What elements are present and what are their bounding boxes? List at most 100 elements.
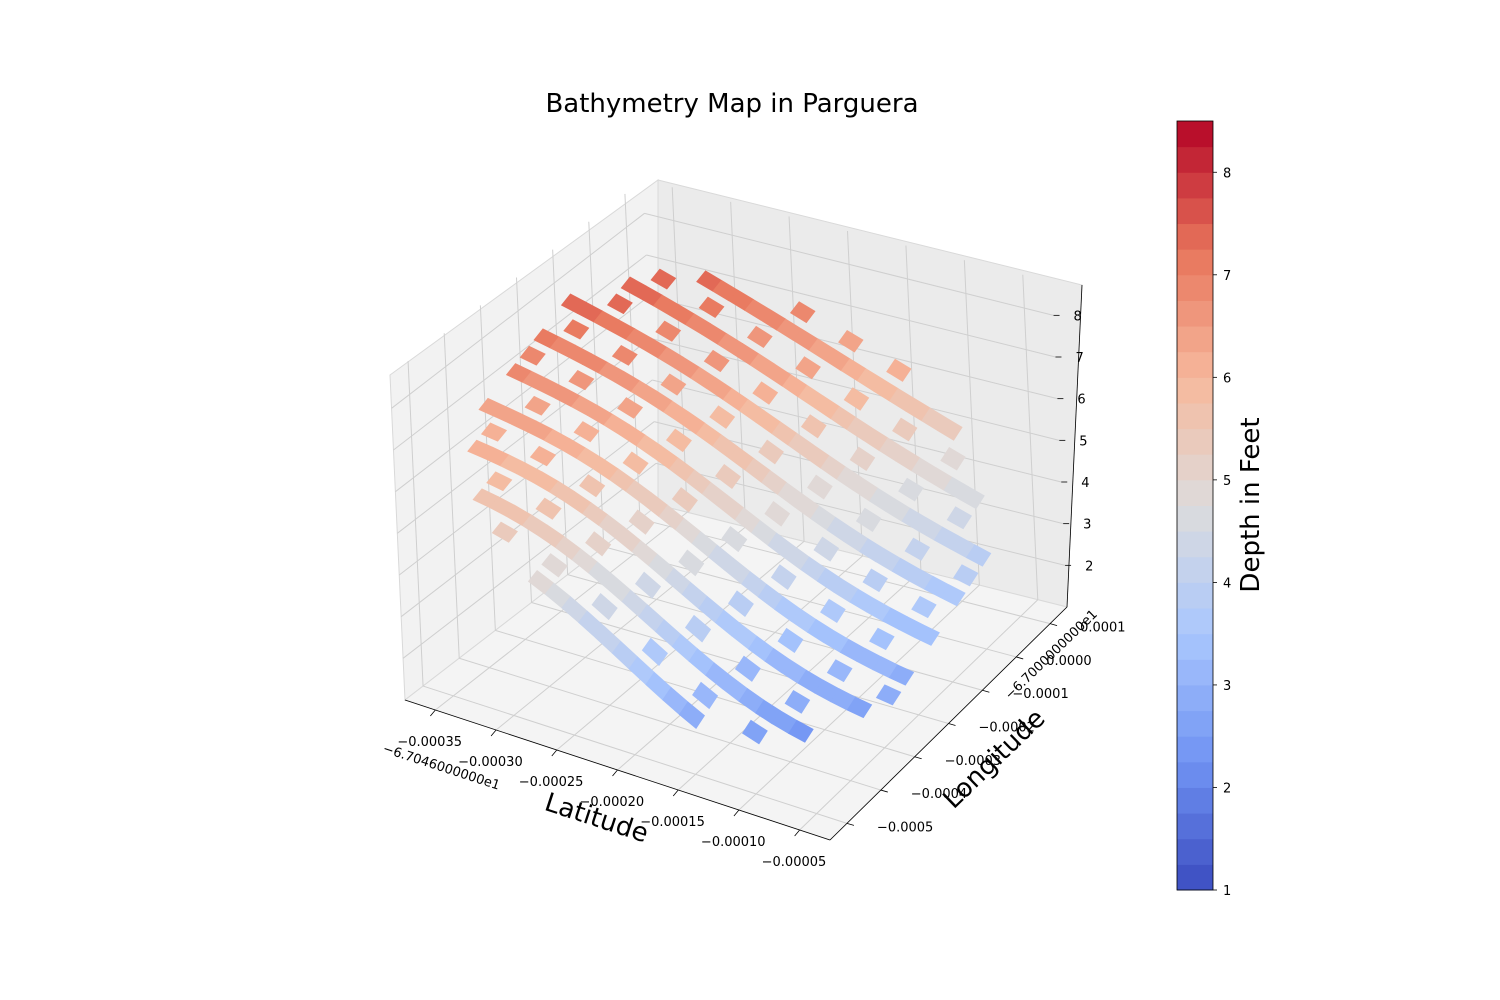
y-tick-label: 0.0000: [1046, 654, 1092, 669]
z-axis-line: [1066, 284, 1083, 608]
x-tick-label: −0.00015: [640, 815, 705, 830]
surface-patch: [741, 719, 768, 745]
surface-patch: [953, 564, 979, 587]
grid-line: [730, 201, 747, 527]
surface-patch: [541, 553, 568, 578]
surface-patch: [846, 696, 873, 719]
surface-plot: [467, 268, 992, 745]
surface-patch: [940, 584, 966, 607]
grid-line: [799, 599, 1039, 831]
grid-line: [395, 296, 649, 493]
surface-patch: [911, 595, 937, 619]
surface-patch: [703, 349, 730, 373]
colorbar-tick-label: 4: [1223, 576, 1231, 591]
surface-patch: [568, 370, 595, 391]
colorbar-band: [1177, 326, 1213, 353]
y-tick-mark: [1049, 623, 1058, 627]
surface-patch: [764, 500, 791, 527]
surface-patch: [727, 590, 754, 618]
y-tick-label: 0.0001: [1080, 621, 1126, 636]
x-tick-label: −0.00020: [580, 795, 645, 810]
x-tick-mark: [430, 709, 436, 717]
surface-patch: [678, 549, 705, 577]
colorbar-band: [1177, 505, 1213, 532]
z-tick-label: 2: [1085, 559, 1093, 574]
colorbar-tick-label: 8: [1223, 166, 1231, 181]
y-axis-ticks: −0.0005 −0.0004 −0.0003 −0.0002 −0.0001 0.000…: [846, 621, 1126, 835]
x-tick-label: −0.00035: [397, 735, 462, 750]
surface-patch: [734, 655, 761, 682]
surface-patch: [634, 571, 662, 599]
grid-line: [1022, 274, 1039, 600]
surface-patch: [892, 417, 918, 442]
surface-patch: [746, 325, 773, 348]
colorbar-band: [1177, 736, 1213, 763]
x-tick-label: −0.00010: [701, 835, 766, 850]
y-tick-mark: [982, 689, 990, 693]
surface-patch: [777, 627, 804, 654]
grid-line: [963, 260, 980, 586]
colorbar-band: [1177, 761, 1213, 788]
surface-patch: [784, 689, 811, 714]
x-tick-mark: [612, 769, 618, 777]
surface-patch: [789, 301, 816, 324]
surface-patch: [862, 568, 888, 593]
surface-patch: [622, 451, 649, 475]
colorbar-band: [1177, 813, 1213, 840]
surface-patch: [617, 397, 644, 419]
grid-line: [402, 462, 657, 659]
surface-patch: [519, 345, 546, 366]
surface-patch: [585, 531, 612, 557]
surface-patch: [788, 719, 814, 743]
surface-patch: [486, 471, 513, 492]
surface-patch: [721, 525, 748, 553]
y-tick-label: −0.0003: [945, 754, 1001, 769]
surface-patch: [914, 624, 940, 646]
y-tick-mark: [948, 723, 956, 726]
colorbar-band: [1177, 659, 1213, 686]
colorbar-band: [1177, 864, 1213, 891]
grid-line: [588, 221, 605, 547]
surface-patch: [535, 497, 562, 520]
colorbar-band: [1177, 223, 1213, 250]
surface-patch: [820, 598, 846, 624]
x-tick-mark: [551, 749, 558, 757]
z-axis-ticks: 2 3 4 5 6 7 8: [1053, 309, 1093, 574]
z-tick-label: 8: [1074, 309, 1082, 324]
grid-line: [671, 187, 688, 513]
surface-patch: [959, 486, 985, 510]
surface-patch: [752, 381, 779, 405]
y-tick-label: −0.0004: [911, 787, 967, 802]
surface-patch: [715, 463, 742, 490]
x-tick-mark: [490, 729, 497, 737]
y-tick-mark: [1016, 656, 1024, 660]
surface-patch: [937, 417, 963, 441]
surface-patch: [709, 405, 736, 429]
surface-patch: [650, 268, 677, 290]
y-tick-label: −0.0005: [877, 820, 933, 835]
surface-patch: [898, 477, 924, 502]
surface-patch: [940, 446, 966, 471]
surface-patch: [579, 474, 606, 498]
grid-line: [644, 212, 1054, 316]
colorbar-band: [1177, 633, 1213, 660]
grid-line: [567, 574, 983, 691]
x-axis-ticks: −0.00035 −0.00030 −0.00025 −0.00020 −0.00015…: [397, 709, 826, 870]
x-tick-mark: [672, 789, 679, 797]
grid-line: [738, 584, 980, 811]
surface-patch: [611, 345, 638, 366]
z-tick-label: 4: [1081, 476, 1089, 491]
grid-line: [516, 277, 532, 603]
surface-patch: [800, 414, 827, 439]
surface-patch: [888, 664, 915, 686]
grid-line: [407, 361, 424, 687]
surface-patch: [826, 659, 853, 683]
colorbar-band: [1177, 428, 1213, 455]
y-tick-mark: [846, 822, 855, 826]
surface-patch: [965, 544, 992, 567]
z-tick-label: 3: [1083, 518, 1091, 533]
grid-line: [603, 546, 1017, 658]
surface-patch: [641, 637, 668, 667]
surface-patch: [849, 446, 876, 472]
colorbar-tick-label: 1: [1223, 884, 1231, 899]
